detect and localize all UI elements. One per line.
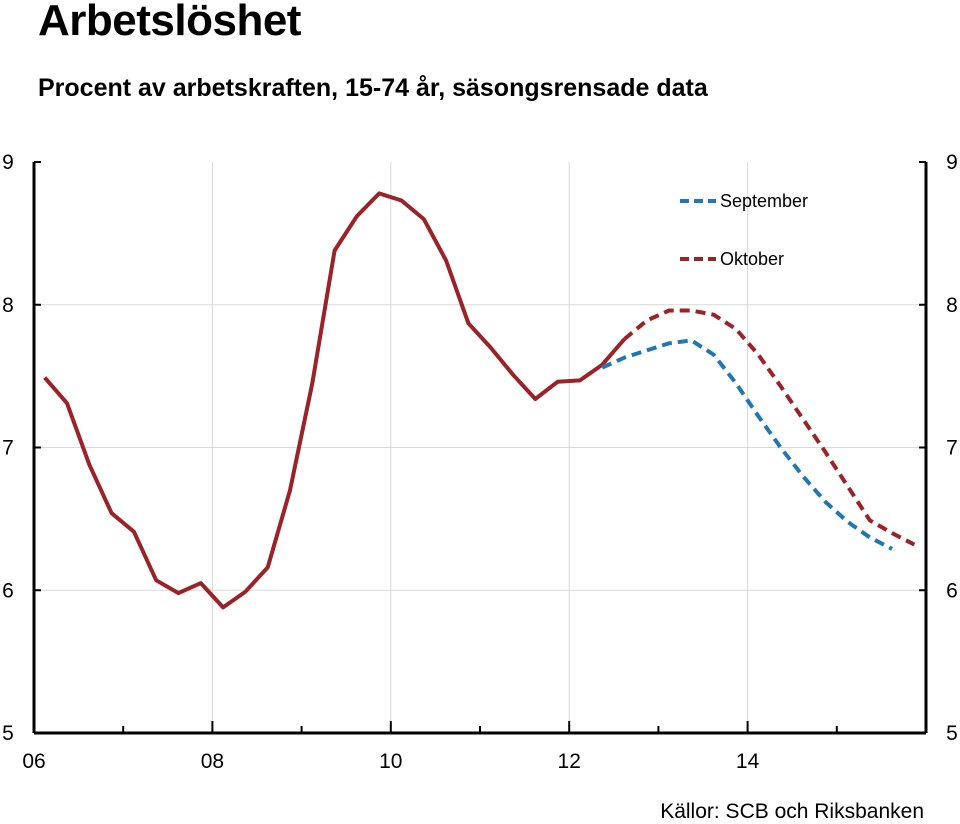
y-tick-label-right: 8 — [946, 294, 958, 317]
y-tick-label-left: 6 — [2, 579, 14, 602]
x-tick-label: 08 — [201, 750, 224, 773]
y-tick-label-right: 5 — [946, 722, 958, 745]
chart-title: Arbetslöshet — [38, 0, 301, 45]
y-tick-label-left: 9 — [2, 151, 14, 174]
chart-source: Källor: SCB och Riksbanken — [660, 800, 924, 823]
chart-subtitle: Procent av arbetskraften, 15-74 år, säso… — [38, 74, 708, 102]
series-line-september — [601, 338, 894, 551]
y-tick-label-right: 6 — [946, 579, 958, 602]
y-tick-label-left: 7 — [2, 437, 14, 460]
y-tick-label-right: 7 — [946, 437, 958, 460]
x-tick-label: 10 — [379, 750, 402, 773]
legend-label-oktober: Oktober — [720, 249, 784, 269]
series-line-outcome — [43, 191, 627, 610]
x-tick-label: 14 — [736, 750, 760, 773]
y-tick-label-left: 5 — [2, 722, 14, 745]
series-line-oktober — [623, 308, 916, 547]
x-tick-label: 12 — [558, 750, 581, 773]
y-tick-label-right: 9 — [946, 151, 958, 174]
y-tick-label-left: 8 — [2, 294, 14, 317]
x-tick-label: 06 — [22, 750, 45, 773]
legend-label-september: September — [720, 191, 808, 211]
